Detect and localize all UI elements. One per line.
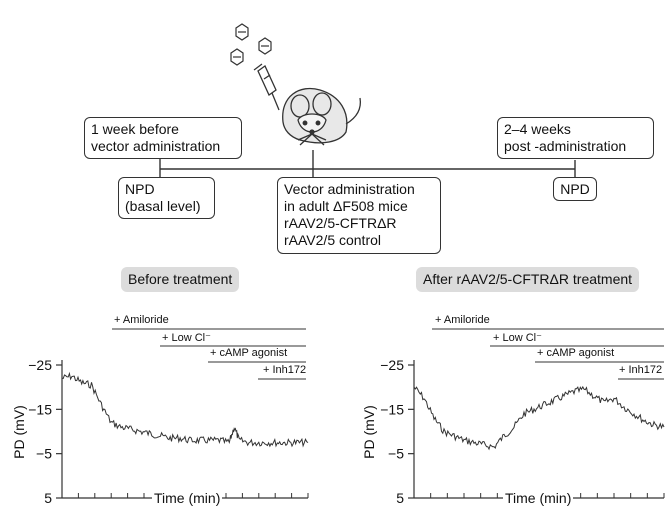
before-y-tick-label: −5 (36, 446, 52, 462)
after-x-label: Time (min) (503, 490, 574, 506)
before-label-amiloride: + Amiloride (114, 314, 169, 326)
before-x-label: Time (min) (152, 490, 223, 506)
after-chart: −25 −15 −5 5 (380, 328, 665, 506)
before-treatment-title: Before treatment (121, 267, 240, 292)
before-y-tick-label: 5 (44, 490, 52, 506)
before-label-low-cl: + Low Cl⁻ (162, 332, 211, 344)
after-y-label: PD (mV) (361, 405, 377, 459)
before-y-label: PD (mV) (11, 405, 27, 459)
box-npd: NPD (553, 177, 597, 201)
after-label-camp: + cAMP agonist (537, 347, 615, 359)
box-npd-basal: NPD (basal level) (118, 177, 215, 219)
after-y-ticks: −25 −15 −5 5 (380, 357, 414, 506)
after-pd-trace (413, 385, 665, 451)
box-vector-administration: Vector administration in adult ΔF508 mic… (277, 177, 441, 254)
syringe-icon (253, 63, 280, 111)
after-treatment-title: After rAAV2/5-CFTRΔR treatment (416, 267, 640, 292)
before-y-tick-label: −25 (28, 357, 52, 373)
box-post-administration: 2–4 weeks post -administration (497, 117, 654, 159)
before-label-camp: + cAMP agonist (210, 347, 288, 359)
before-label-inh172: + Inh172 (263, 364, 307, 376)
before-y-ticks: −25 −15 −5 5 (28, 357, 62, 506)
before-pd-trace (61, 371, 309, 448)
after-label-amiloride: + Amiloride (435, 314, 490, 326)
mouse-icon (282, 87, 362, 146)
virus-particles-icon (230, 23, 272, 66)
after-y-tick-label: −25 (380, 357, 404, 373)
after-label-low-cl: + Low Cl⁻ (493, 332, 542, 344)
after-label-inh172: + Inh172 (619, 364, 663, 376)
before-y-tick-label: −15 (28, 401, 52, 417)
box-before-administration: 1 week before vector administration (84, 117, 242, 159)
after-y-tick-label: 5 (396, 490, 404, 506)
after-y-tick-label: −15 (380, 401, 404, 417)
after-y-tick-label: −5 (388, 446, 404, 462)
